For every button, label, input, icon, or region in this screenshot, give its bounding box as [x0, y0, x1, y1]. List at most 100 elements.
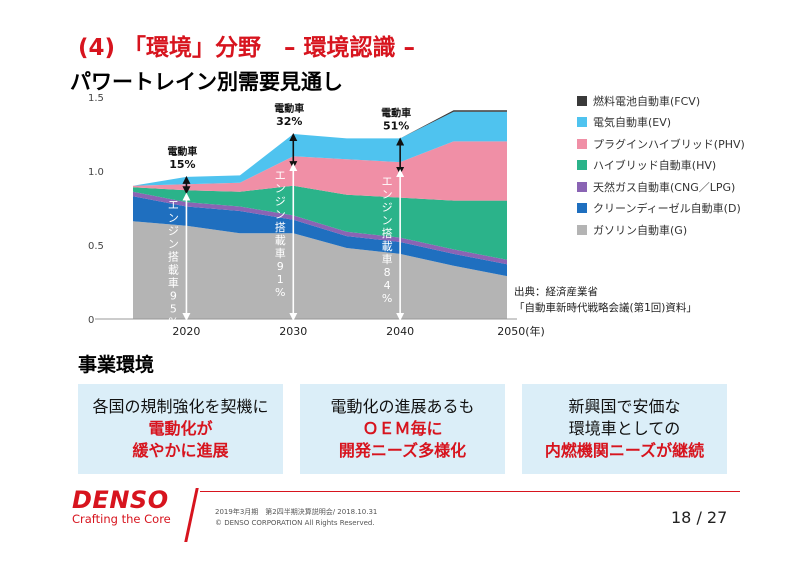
box-highlight: 開発ニーズ多様化 — [338, 441, 467, 460]
source-line-2: 「自動車新時代戦略会議(第1回)資料」 — [514, 302, 697, 314]
engine-share-char: ン — [275, 208, 286, 221]
denso-logo: DENSO Crafting the Core — [72, 486, 171, 526]
section-title: 事業環境 — [78, 354, 155, 376]
engine-share-char: 載 — [168, 264, 179, 277]
footer-note: 2019年3月期 第2四半期決算説明会/ 2018.10.31 © DENSO … — [215, 507, 377, 529]
page-number: 18 / 27 — [671, 508, 728, 527]
engine-share-char: 4 — [384, 279, 391, 292]
engine-share-label: エンジン搭載車 8 4% — [382, 175, 393, 305]
area-series-6 — [133, 111, 507, 186]
engine-share-char: ン — [382, 188, 393, 201]
legend-item: ハイブリッド自動車(HV) — [577, 155, 792, 177]
legend-swatch — [577, 160, 587, 171]
engine-share-char: ン — [168, 238, 179, 251]
legend-item: ガソリン自動車(G) — [577, 219, 792, 241]
legend-item: 電気自動車(EV) — [577, 112, 792, 134]
footer-note-line-1: 2019年3月期 第2四半期決算説明会/ 2018.10.31 — [215, 508, 378, 516]
chart-subtitle: パワートレイン別需要見通し — [70, 70, 343, 94]
legend-swatch — [577, 181, 587, 192]
legend-label: 燃料電池自動車(FCV) — [593, 94, 701, 108]
box-text: 環境車としての — [568, 419, 681, 438]
engine-share-char: ン — [168, 212, 179, 225]
engine-share-char: ン — [275, 182, 286, 195]
legend-item: クリーンディーゼル自動車(D) — [577, 198, 792, 220]
legend-item: 天然ガス自動車(CNG／LPG) — [577, 176, 792, 198]
engine-share-char: エ — [382, 175, 393, 188]
legend-swatch — [577, 138, 587, 149]
electric-label: 電動車 — [381, 106, 411, 119]
footer-slash-divider — [184, 488, 199, 542]
box-highlight: 電動化が — [148, 419, 213, 438]
engine-share-char: 8 — [384, 266, 391, 279]
engine-share-char: 車 — [382, 252, 393, 266]
y-tick-label: 1.5 — [88, 93, 104, 104]
engine-share-char: ン — [382, 214, 393, 227]
area-series-4 — [133, 185, 507, 260]
engine-share-char: エ — [275, 169, 286, 182]
area-series-2 — [133, 196, 507, 277]
engine-share-char: 1 — [277, 273, 284, 286]
business-box-3: 新興国で安価な 環境車としての 内燃機関ニーズが継続 — [522, 384, 727, 474]
engine-share-char: 搭 — [275, 221, 286, 234]
source-line-1: 出典：経済産業省 — [514, 286, 598, 298]
engine-share-char: 載 — [275, 234, 286, 247]
area-series-3 — [133, 191, 507, 265]
x-tick-label: 2040 — [386, 325, 414, 338]
legend-swatch — [577, 203, 587, 214]
engine-share-char: 車 — [168, 276, 179, 290]
engine-share-char: 9 — [170, 290, 177, 303]
legend-swatch — [577, 117, 587, 128]
engine-share-char: % — [382, 292, 392, 305]
legend-label: プラグインハイブリッド(PHV) — [593, 137, 745, 151]
y-tick-label: 0.5 — [88, 241, 104, 252]
legend-label: ガソリン自動車(G) — [593, 223, 688, 237]
box-highlight: ＯＥＭ毎に — [362, 419, 443, 438]
box-highlight: 緩やかに進展 — [132, 441, 229, 460]
electric-percent: 32% — [276, 115, 302, 128]
engine-share-char: % — [275, 286, 285, 299]
engine-share-char: 搭 — [168, 251, 179, 264]
source-note: 出典：経済産業省 「自動車新時代戦略会議(第1回)資料」 — [514, 284, 697, 316]
legend-item: 燃料電池自動車(FCV) — [577, 90, 792, 112]
engine-share-char: ジ — [168, 225, 179, 238]
electric-label: 電動車 — [167, 145, 197, 158]
engine-share-char: ジ — [275, 195, 286, 208]
legend-item: プラグインハイブリッド(PHV) — [577, 133, 792, 155]
area-series-5 — [133, 141, 507, 201]
electric-label: 電動車 — [274, 102, 304, 115]
legend-label: 天然ガス自動車(CNG／LPG) — [593, 180, 736, 194]
electric-percent: 15% — [169, 158, 195, 171]
x-tick-label: 2020 — [172, 325, 200, 338]
area-series-1 — [133, 221, 507, 319]
engine-share-char: 搭 — [382, 227, 393, 240]
engine-share-char: ジ — [382, 201, 393, 214]
footer-rule — [200, 491, 740, 492]
box-text: 新興国で安価な — [568, 397, 681, 416]
legend-label: クリーンディーゼル自動車(D) — [593, 202, 741, 216]
y-tick-label: 0 — [88, 315, 94, 326]
engine-share-char: 載 — [382, 240, 393, 253]
page-title: (4) 「環境」分野 – 環境認識 – — [78, 35, 416, 61]
x-tick-label: 2050(年) — [497, 324, 545, 338]
legend-label: 電気自動車(EV) — [593, 116, 672, 130]
y-tick-label: 1.0 — [88, 167, 104, 178]
legend-swatch — [577, 224, 587, 235]
engine-share-char: 車 — [275, 246, 286, 260]
engine-share-char: 5 — [170, 303, 177, 316]
legend-label: ハイブリッド自動車(HV) — [593, 159, 717, 173]
electric-percent: 51% — [383, 119, 409, 132]
box-highlight: 内燃機関ニーズが継続 — [544, 441, 705, 460]
chart-legend: 燃料電池自動車(FCV) 電気自動車(EV) プラグインハイブリッド(PHV) ハイブ… — [577, 90, 792, 241]
engine-share-char: % — [168, 316, 178, 329]
engine-share-label: エンジン搭載車 9 5% — [168, 199, 179, 329]
logo-tagline: Crafting the Core — [72, 512, 171, 526]
business-box-1: 各国の規制強化を契機に 電動化が 緩やかに進展 — [78, 384, 283, 474]
business-box-2: 電動化の進展あるも ＯＥＭ毎に 開発ニーズ多様化 — [300, 384, 505, 474]
legend-swatch — [577, 95, 587, 106]
x-tick-label: 2030 — [279, 325, 307, 338]
box-text: 各国の規制強化を契機に — [92, 397, 269, 416]
engine-share-char: 9 — [277, 260, 284, 273]
box-text: 電動化の進展あるも — [330, 397, 475, 416]
footer-note-line-2: © DENSO CORPORATION All Rights Reserved. — [215, 519, 375, 527]
